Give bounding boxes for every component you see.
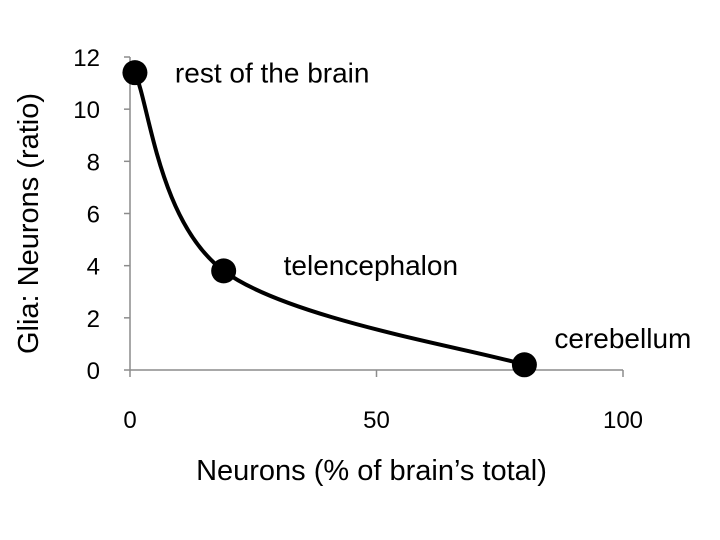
y-tick-label: 6 — [87, 202, 100, 229]
y-tick-label: 8 — [87, 149, 100, 176]
y-tick-label: 2 — [87, 306, 100, 333]
point-labels: rest of the brain telencephalon cerebellum — [175, 58, 691, 354]
x-tick-label: 100 — [603, 407, 643, 434]
x-axis-title: Neurons (% of brain’s total) — [196, 455, 547, 487]
y-tick-label: 12 — [73, 45, 100, 72]
point-label-cerebellum: cerebellum — [554, 323, 691, 354]
data-point-cerebellum — [511, 352, 537, 378]
axes — [129, 57, 623, 371]
data-point-rest-of-the-brain — [122, 60, 148, 86]
x-tick-label: 0 — [123, 407, 136, 434]
y-tick-label: 10 — [73, 97, 100, 124]
trend-curve — [133, 71, 525, 367]
y-axis-title: Glia: Neurons (ratio) — [13, 93, 45, 354]
x-tick-label: 50 — [363, 407, 390, 434]
data-points — [122, 60, 537, 378]
y-tick-label: 4 — [87, 254, 100, 281]
data-point-telencephalon — [211, 258, 237, 284]
x-ticks: 0 50 100 — [123, 370, 643, 434]
y-tick-label: 0 — [87, 358, 100, 385]
point-label-telencephalon: telencephalon — [284, 250, 458, 281]
point-label-rest-of-the-brain: rest of the brain — [175, 58, 370, 89]
y-ticks: 0 2 4 6 8 10 12 — [73, 45, 130, 385]
